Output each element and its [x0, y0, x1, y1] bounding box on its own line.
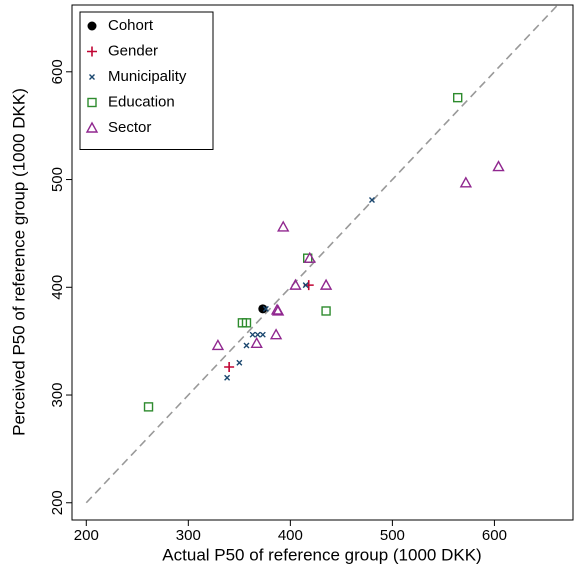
- point: [259, 331, 266, 338]
- x-tick-label: 400: [278, 527, 303, 544]
- point: [321, 306, 331, 316]
- legend-label: Sector: [108, 119, 151, 136]
- legend-label: Cohort: [108, 17, 154, 34]
- y-axis-label: Perceived P50 of reference group (1000 D…: [9, 88, 28, 436]
- point: [254, 331, 261, 338]
- point: [269, 328, 283, 340]
- y-tick-label: 200: [49, 490, 66, 515]
- y-tick-label: 500: [49, 167, 66, 192]
- legend-marker: [89, 74, 95, 80]
- x-axis-label: Actual P50 of reference group (1000 DKK): [162, 545, 481, 564]
- point: [303, 251, 316, 263]
- point: [368, 197, 375, 204]
- point: [258, 304, 268, 314]
- x-tick-label: 500: [380, 527, 405, 544]
- point: [319, 278, 333, 290]
- point: [211, 339, 225, 351]
- y-tick-label: 300: [49, 383, 66, 408]
- point: [452, 92, 463, 103]
- legend-marker: [85, 121, 99, 133]
- point: [289, 278, 302, 290]
- reference-line: [85, 4, 559, 504]
- x-tick-label: 200: [74, 527, 99, 544]
- legend-label: Education: [108, 93, 175, 110]
- point: [241, 318, 252, 328]
- y-tick-label: 400: [49, 275, 66, 300]
- point: [262, 305, 269, 312]
- legend-label: Gender: [108, 42, 158, 59]
- point: [302, 282, 309, 289]
- plot-frame: [71, 4, 574, 521]
- point: [249, 331, 256, 338]
- point: [143, 402, 154, 412]
- legend-box: [79, 11, 214, 150]
- point: [459, 176, 473, 188]
- point: [271, 304, 285, 316]
- legend-marker: [87, 46, 97, 57]
- y-tick-label: 600: [49, 59, 66, 84]
- x-tick-label: 300: [176, 527, 201, 544]
- point: [224, 362, 235, 373]
- point: [236, 359, 243, 366]
- point: [492, 160, 505, 172]
- point: [243, 342, 250, 349]
- x-tick-label: 600: [482, 527, 507, 544]
- legend-label: Municipality: [108, 68, 187, 85]
- legend-marker: [87, 21, 97, 31]
- legend-marker: [87, 97, 97, 108]
- point: [224, 374, 231, 381]
- point: [277, 220, 290, 232]
- point: [250, 336, 263, 349]
